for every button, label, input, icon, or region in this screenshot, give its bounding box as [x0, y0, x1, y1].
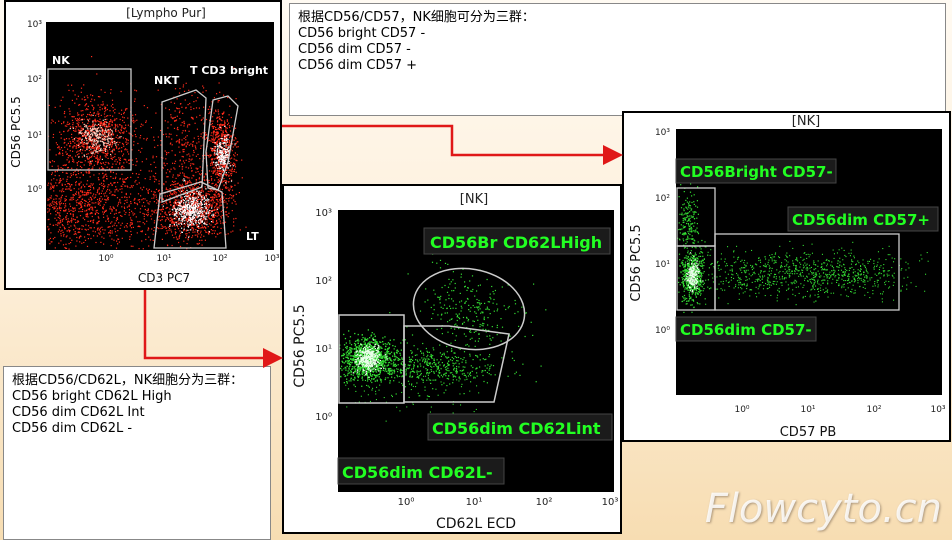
plot3-xtick: 10¹: [800, 405, 815, 415]
plot2-xtick: 10³: [602, 497, 619, 508]
plot2-ytick: 10¹: [315, 344, 332, 355]
plot1-svg: [Lympho Pur] NK NKT T CD3 bright LT 10³ …: [9, 6, 280, 285]
plot3-label-dim-pos: CD56dim CD57+: [792, 211, 930, 229]
plot3-ylabel: CD56 PC5.5: [629, 224, 644, 301]
plot3-gate-dim-pos: [714, 233, 900, 311]
note-cd57: 根据CD56/CD57，NK细胞可分为三群： CD56 bright CD57 …: [289, 3, 946, 116]
plot3-events: [677, 183, 929, 321]
plot-cd57: [NK] CD56Bright CD57- CD56dim CD57+ CD56…: [622, 111, 951, 442]
plot1-xlabel: CD3 PC7: [138, 271, 190, 285]
plot3-label-dim-neg: CD56dim CD57-: [680, 321, 812, 339]
plot2-label-bg: [337, 457, 505, 485]
plot2-gate-dim-int: [403, 325, 510, 403]
plot2-xtick: 10⁰: [398, 497, 415, 508]
plot1-gate-t: [205, 95, 239, 191]
plot1-label-nkt: NKT: [154, 74, 180, 87]
arrow-to-cd62l: [143, 290, 283, 368]
plot3-svg: [NK] CD56Bright CD57- CD56dim CD57+ CD56…: [629, 114, 946, 440]
plot2-ytick: 10²: [315, 276, 332, 287]
plot1-ytick: 10¹: [27, 131, 42, 141]
plot1-ytick: 10²: [27, 75, 42, 85]
plot2-xtick: 10²: [536, 497, 553, 508]
plot2-label-dim-neg: CD56dim CD62L-: [342, 463, 493, 482]
plot3-ytick: 10²: [655, 194, 670, 204]
plot2-xlabel: CD62L ECD: [436, 516, 516, 532]
plot1-label-lt: LT: [246, 230, 259, 243]
note-cd57-line: CD56 bright CD57 -: [298, 26, 426, 41]
plot1-ytick: 10³: [27, 20, 42, 30]
note-cd62l: 根据CD56/CD62L，NK细胞分为三群： CD56 bright CD62L…: [3, 366, 271, 540]
plot2-label-dim-int: CD56dim CD62Lint: [432, 419, 601, 438]
plot2-ytick: 10⁰: [315, 412, 332, 423]
note-cd62l-line: CD56 bright CD62L High: [12, 389, 172, 404]
plot2-area: [338, 210, 614, 492]
plot1-ylabel: CD56 PC5.5: [9, 96, 23, 167]
plot3-ytick: 10⁰: [655, 326, 670, 336]
plot2-svg: [NK] CD56Br CD62LHigh CD56dim CD62Lint C…: [292, 192, 619, 532]
plot1-label-nk: NK: [52, 54, 70, 67]
watermark-logo: Flowcyto.cn: [704, 486, 942, 532]
plot2-label-bg: [427, 413, 613, 441]
plot1-events: [47, 56, 247, 250]
plot2-ytick: 10³: [315, 208, 332, 219]
plot1-xtick: 10¹: [156, 254, 171, 264]
note-cd57-heading: 根据CD56/CD57，NK细胞可分为三群：: [298, 10, 535, 25]
plot3-label-br-neg: CD56Bright CD57-: [680, 163, 833, 181]
plot3-label-bg: [787, 206, 939, 232]
plot1-xtick: 10³: [264, 254, 279, 264]
plot3-xtick: 10²: [866, 405, 881, 415]
note-cd57-line: CD56 dim CD57 +: [298, 58, 418, 73]
arrow-to-cd57: [282, 124, 623, 165]
plot2-gate-br-high: [412, 267, 526, 351]
plot1-xtick: 10⁰: [98, 254, 113, 264]
plot1-ytick: 10⁰: [27, 185, 42, 195]
plot3-label-bg: [675, 158, 837, 184]
plot1-title: [Lympho Pur]: [126, 6, 206, 20]
plot2-title: [NK]: [460, 192, 488, 207]
plot1-xtick: 10²: [212, 254, 227, 264]
plot3-ytick: 10¹: [655, 260, 670, 270]
plot-cd62l: [NK] CD56Br CD62LHigh CD56dim CD62Lint C…: [282, 184, 622, 534]
note-cd62l-line: CD56 dim CD62L Int: [12, 405, 145, 420]
plot2-ylabel: CD56 PC5.5: [292, 304, 308, 387]
plot3-xlabel: CD57 PB: [780, 425, 837, 440]
plot2-events: [339, 253, 547, 422]
plot3-xtick: 10⁰: [734, 405, 749, 415]
note-cd57-line: CD56 dim CD57 -: [298, 42, 411, 57]
plot3-ytick: 10³: [655, 128, 670, 138]
plot2-xtick: 10¹: [466, 497, 483, 508]
plot1-label-t: T CD3 bright: [190, 64, 268, 77]
plot3-label-bg: [675, 316, 817, 342]
plot2-label-bg: [423, 227, 611, 255]
plot1-gate-lt: [153, 181, 227, 249]
plot3-xtick: 10³: [930, 405, 945, 415]
plot3-title: [NK]: [792, 114, 820, 129]
plot2-label-br-high: CD56Br CD62LHigh: [430, 233, 602, 252]
note-cd62l-heading: 根据CD56/CD62L，NK细胞分为三群：: [12, 373, 244, 388]
note-cd62l-line: CD56 dim CD62L -: [12, 421, 133, 436]
plot-lympho-pur: [Lympho Pur] NK NKT T CD3 bright LT 10³ …: [4, 0, 282, 290]
plot1-gate-nk: [47, 68, 132, 171]
plot1-gate-nkt: [161, 89, 207, 203]
